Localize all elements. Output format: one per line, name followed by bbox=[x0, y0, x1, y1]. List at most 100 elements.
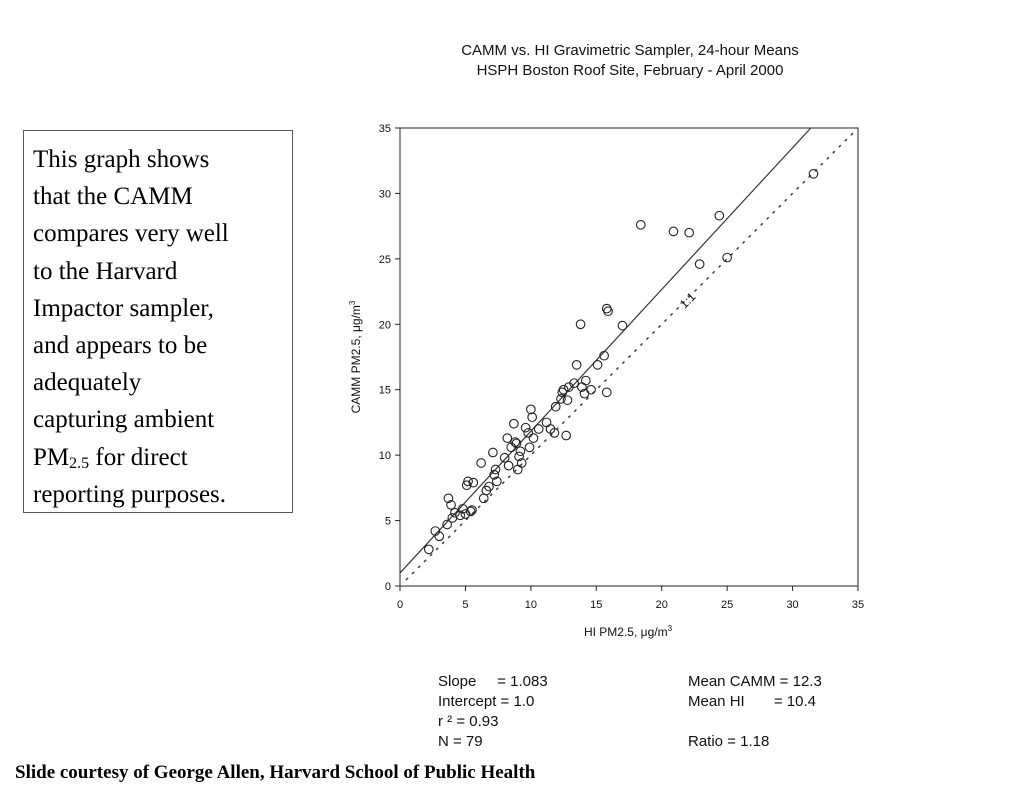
data-point bbox=[599, 350, 609, 361]
x-tick-label: 25 bbox=[721, 599, 733, 611]
data-point bbox=[476, 458, 486, 468]
data-point bbox=[516, 458, 527, 468]
data-point bbox=[468, 477, 479, 488]
data-point bbox=[442, 519, 452, 530]
description-line: to the Harvard bbox=[33, 257, 178, 285]
description-line: Impactor sampler, bbox=[33, 294, 214, 322]
data-point bbox=[443, 493, 454, 504]
regression-line bbox=[399, 127, 812, 574]
description-line-pm: PM2.5 for direct bbox=[33, 439, 284, 476]
data-point bbox=[450, 507, 460, 518]
data-point bbox=[455, 510, 466, 521]
data-point bbox=[527, 412, 538, 423]
stat-mean-camm: Mean CAMM = 12.3 bbox=[688, 673, 822, 690]
data-point bbox=[575, 319, 586, 330]
y-axis-label: CAMM PM2.5, μg/m3 bbox=[348, 300, 363, 413]
data-point bbox=[556, 394, 566, 404]
x-tick-label: 35 bbox=[852, 599, 864, 611]
data-point bbox=[524, 442, 535, 453]
description-line: compares very well bbox=[33, 220, 229, 248]
data-point bbox=[434, 531, 445, 542]
data-point bbox=[467, 505, 477, 515]
description-line: capturing ambient bbox=[33, 406, 215, 434]
data-point bbox=[668, 226, 679, 237]
y-tick-label: 10 bbox=[379, 450, 391, 462]
chart-subtitle: HSPH Boston Roof Site, February - April … bbox=[476, 62, 784, 79]
y-tick-label: 15 bbox=[379, 385, 391, 397]
data-point bbox=[465, 506, 476, 517]
data-point bbox=[571, 360, 582, 370]
data-point bbox=[603, 306, 613, 317]
stat-r-squared: r ² = 0.93 bbox=[438, 713, 499, 730]
data-point bbox=[684, 227, 695, 238]
plot-frame bbox=[399, 127, 859, 587]
data-point bbox=[491, 476, 502, 487]
data-point bbox=[446, 500, 456, 510]
data-point bbox=[510, 437, 521, 447]
data-point bbox=[601, 387, 612, 398]
data-point bbox=[423, 544, 434, 555]
description-line: adequately bbox=[33, 369, 142, 397]
data-point bbox=[592, 360, 603, 370]
data-point bbox=[503, 460, 514, 471]
data-point bbox=[722, 252, 732, 263]
data-point bbox=[490, 464, 501, 475]
data-point bbox=[541, 417, 552, 428]
data-point bbox=[569, 378, 579, 389]
data-point bbox=[714, 210, 725, 221]
data-point bbox=[520, 422, 531, 433]
y-tick-label: 0 bbox=[385, 581, 391, 593]
y-tick-label: 25 bbox=[379, 254, 391, 266]
stat-intercept: Intercept = 1.0 bbox=[438, 693, 535, 710]
pm-base-text: PM bbox=[33, 443, 70, 471]
x-tick-label: 15 bbox=[590, 599, 602, 611]
stat-ratio: Ratio = 1.18 bbox=[688, 733, 770, 750]
pm-subscript: 2.5 bbox=[69, 454, 90, 472]
footer-credit: Slide courtesy of George Allen, Harvard … bbox=[15, 762, 536, 783]
data-point bbox=[478, 493, 489, 504]
x-tick-label: 10 bbox=[525, 599, 537, 611]
y-tick-label: 35 bbox=[379, 123, 391, 135]
data-point bbox=[502, 433, 513, 443]
one-to-one-line bbox=[405, 129, 857, 581]
data-point bbox=[808, 168, 819, 179]
stat-n: N = 79 bbox=[438, 733, 483, 750]
x-axis-label: HI PM2.5, μg/m3 bbox=[584, 624, 673, 639]
data-point bbox=[549, 428, 560, 438]
y-tick-label: 5 bbox=[385, 516, 391, 528]
y-tick-label: 20 bbox=[379, 319, 391, 331]
description-box: This graph shows that the CAMM compares … bbox=[23, 130, 293, 513]
x-tick-label: 20 bbox=[656, 599, 668, 611]
description-line: This graph shows bbox=[33, 146, 210, 173]
data-point bbox=[561, 430, 572, 441]
chart-title: CAMM vs. HI Gravimetric Sampler, 24-hour… bbox=[461, 42, 799, 59]
data-point bbox=[528, 433, 539, 443]
data-point bbox=[512, 464, 523, 475]
description-line: reporting purposes. bbox=[33, 480, 227, 508]
data-point bbox=[514, 451, 524, 462]
x-tick-label: 0 bbox=[397, 599, 403, 611]
data-point bbox=[526, 404, 536, 415]
data-point bbox=[484, 481, 494, 492]
data-point bbox=[550, 401, 561, 412]
data-point bbox=[488, 447, 498, 458]
description-line: that the CAMM bbox=[33, 183, 193, 211]
data-point bbox=[580, 375, 591, 386]
data-point bbox=[617, 320, 628, 331]
data-point bbox=[635, 219, 646, 230]
data-point bbox=[460, 509, 471, 519]
stat-slope: Slope = 1.083 bbox=[438, 673, 548, 690]
y-tick-label: 30 bbox=[379, 188, 391, 200]
data-point bbox=[461, 480, 472, 491]
data-point bbox=[499, 452, 510, 463]
data-point bbox=[508, 418, 519, 429]
data-point bbox=[523, 428, 534, 438]
data-point bbox=[586, 384, 596, 395]
one-to-one-label: 1:1 bbox=[677, 289, 699, 311]
data-point bbox=[511, 438, 522, 449]
data-point bbox=[463, 476, 473, 487]
data-point bbox=[447, 513, 458, 523]
data-point bbox=[562, 395, 573, 406]
x-tick-label: 30 bbox=[786, 599, 798, 611]
